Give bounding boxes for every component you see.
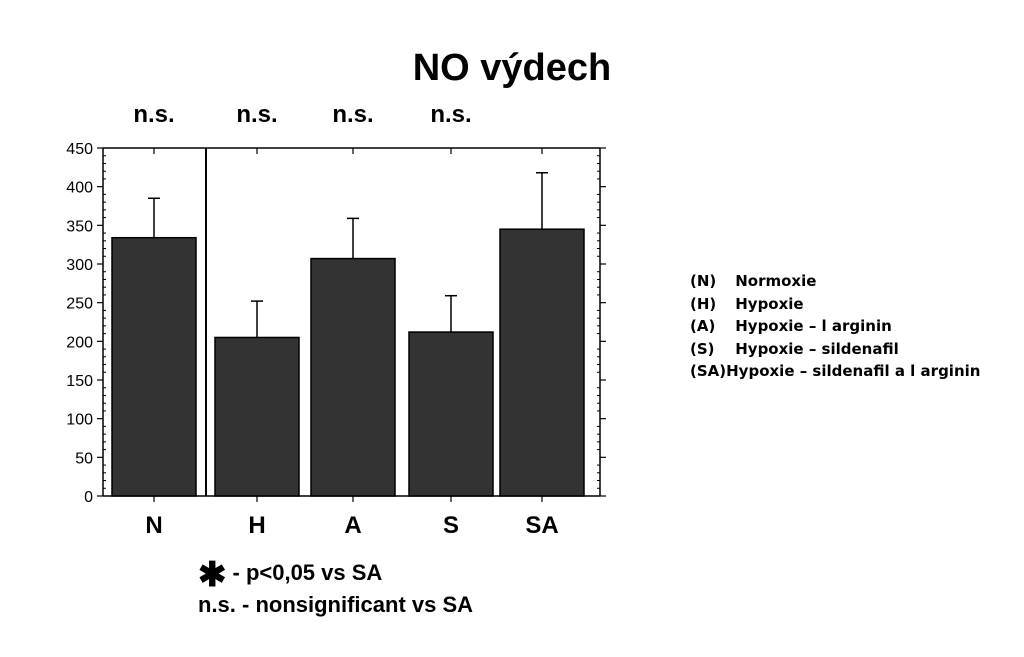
significance-label: n.s. bbox=[133, 101, 174, 128]
legend-item-sa: (SA)Hypoxie – sildenafil a l arginin bbox=[690, 360, 980, 383]
x-tick-label: A bbox=[344, 512, 361, 539]
legend: (N) Normoxie (H) Hypoxie (A) Hypoxie – l… bbox=[690, 270, 980, 383]
y-tick-label: 150 bbox=[66, 373, 93, 390]
bar-sa bbox=[499, 228, 585, 497]
legend-label: Normoxie bbox=[735, 272, 817, 290]
footnote-star-text: - p<0,05 vs SA bbox=[232, 560, 383, 585]
y-tick-label: 400 bbox=[66, 180, 93, 197]
x-tick-label: N bbox=[145, 512, 162, 539]
x-tick-label: H bbox=[248, 512, 265, 539]
legend-label: Hypoxie – sildenafil a l arginin bbox=[726, 362, 981, 380]
legend-item-a: (A) Hypoxie – l arginin bbox=[690, 315, 980, 338]
legend-label: Hypoxie – l arginin bbox=[735, 317, 892, 335]
significance-label: n.s. bbox=[236, 101, 277, 128]
y-tick-label: 450 bbox=[66, 141, 93, 158]
chart-title: NO výdech bbox=[413, 47, 612, 89]
legend-code: (H) bbox=[690, 294, 717, 313]
legend-label: Hypoxie – sildenafil bbox=[735, 339, 899, 358]
legend-code: (SA) bbox=[690, 362, 727, 380]
legend-item-h: (H) Hypoxie bbox=[690, 293, 980, 316]
legend-code: (N) bbox=[690, 272, 717, 290]
y-tick-label: 250 bbox=[66, 296, 93, 313]
y-tick-label: 350 bbox=[66, 218, 93, 235]
footnote-significance: ✱ - p<0,05 vs SA bbox=[198, 558, 473, 592]
legend-item-s: (S) Hypoxie – sildenafil bbox=[690, 338, 980, 361]
y-tick-label: 300 bbox=[66, 257, 93, 274]
significance-label: n.s. bbox=[332, 101, 373, 128]
legend-item-n: (N) Normoxie bbox=[690, 270, 980, 293]
y-tick-label: 0 bbox=[84, 489, 93, 506]
y-tick-label: 200 bbox=[66, 334, 93, 351]
x-tick-label: S bbox=[443, 512, 459, 539]
footnote: ✱ - p<0,05 vs SA n.s. - nonsignificant vs… bbox=[198, 558, 473, 620]
bar-a bbox=[310, 257, 396, 497]
y-tick-label: 100 bbox=[66, 412, 93, 429]
asterisk-icon: ✱ bbox=[198, 556, 227, 594]
bar-s bbox=[408, 331, 494, 497]
y-tick-label: 50 bbox=[75, 450, 93, 467]
legend-code: (S) bbox=[690, 339, 715, 358]
significance-label: n.s. bbox=[430, 101, 471, 128]
footnote-ns-text: n.s. - nonsignificant vs SA bbox=[198, 592, 474, 617]
plot-area: 0 50 100 150 200 250 300 350 400 450 Nn.s. Hn.s. An.… bbox=[66, 101, 606, 539]
legend-label: Hypoxie bbox=[735, 294, 804, 313]
bar-n bbox=[111, 236, 197, 497]
legend-code: (A) bbox=[690, 317, 716, 335]
x-tick-label: SA bbox=[525, 512, 558, 539]
bar-h bbox=[214, 336, 300, 497]
